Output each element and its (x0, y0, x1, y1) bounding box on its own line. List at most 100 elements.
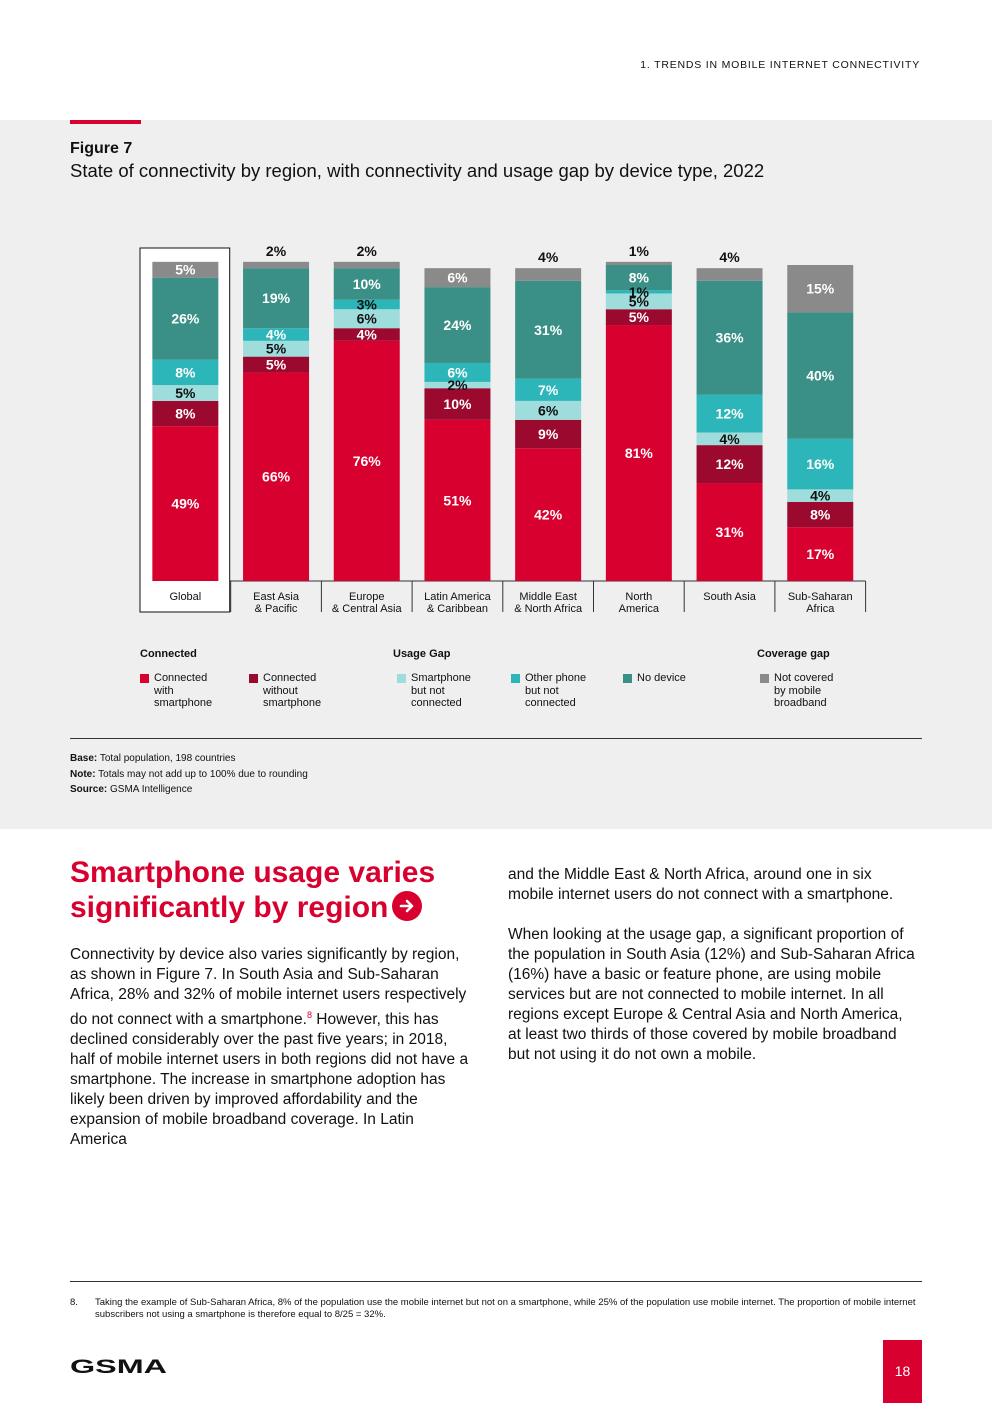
bar-segment (152, 277, 219, 360)
bar-segment (605, 309, 672, 326)
data-label: 5% (175, 385, 196, 401)
bar-segment (515, 400, 582, 420)
data-label: 4% (266, 327, 287, 343)
figure-accent-rule (70, 120, 141, 124)
data-label: 17% (806, 546, 835, 562)
bar-segment (243, 261, 310, 269)
bar-segment (152, 400, 219, 427)
bar-segment (605, 325, 672, 581)
category-label: Sub-Saharan (788, 591, 853, 603)
footnote-number: 8. (70, 1297, 78, 1308)
data-label: 7% (538, 382, 559, 398)
bar-segment (787, 438, 854, 490)
note-base-label: Base: (70, 753, 98, 764)
data-label: 19% (262, 290, 291, 306)
bar-segment (515, 268, 582, 281)
data-label: 5% (266, 357, 287, 373)
category-label: South Asia (703, 591, 756, 603)
bar-segment (333, 340, 400, 581)
data-label: 5% (175, 262, 196, 278)
bar-segment (424, 388, 491, 420)
note-note-label: Note: (70, 769, 96, 780)
bar-segment (424, 287, 491, 363)
data-label: 4% (719, 249, 740, 265)
data-label: 4% (719, 431, 740, 447)
bar-segment (333, 261, 400, 269)
legend-swatch (623, 674, 632, 683)
data-label: 51% (443, 492, 472, 508)
data-label: 66% (262, 469, 291, 485)
category-label: & Caribbean (427, 603, 488, 615)
legend-swatch (249, 674, 258, 683)
data-label: 4% (357, 327, 378, 343)
bar-segment (787, 312, 854, 439)
legend-label: Not covered by mobile broadband (774, 672, 834, 709)
bar-segment (515, 378, 582, 401)
legend-label: No device (637, 672, 686, 684)
data-label: 24% (443, 317, 472, 333)
legend-heading-coverage-gap: Coverage gap (757, 648, 830, 660)
arrow-right-icon[interactable] (392, 891, 423, 922)
bar-segment (515, 448, 582, 581)
data-label: 5% (629, 309, 650, 325)
data-label: 1% (629, 243, 650, 259)
category-label: Latin America (424, 591, 492, 603)
bar-segment (515, 280, 582, 379)
data-label: 6% (447, 270, 468, 286)
figure-number: Figure 7 (70, 140, 133, 157)
headline-line-2: significantly by region (70, 890, 490, 925)
legend-heading-connected: Connected (140, 648, 197, 660)
category-label: Global (169, 591, 201, 603)
right-paragraph-1: and the Middle East & North Africa, arou… (508, 866, 894, 903)
footnote-ref[interactable]: 8 (306, 1010, 312, 1020)
article-left-column: Connectivity by device also varies signi… (70, 945, 470, 1170)
bar-segment (696, 268, 763, 281)
bar-segment (696, 445, 763, 484)
bar-segment (152, 261, 219, 278)
bar-segment (243, 268, 310, 329)
bar-segment (605, 261, 672, 265)
data-label: 6% (538, 402, 559, 418)
data-label: 4% (538, 249, 559, 265)
bar-segment (152, 385, 219, 401)
category-label: Africa (806, 603, 835, 615)
note-base-text: Total population, 198 countries (97, 753, 236, 764)
data-label: 15% (806, 281, 835, 297)
data-label: 10% (443, 396, 472, 412)
page-number: 18 (883, 1340, 922, 1403)
bar-segment (333, 328, 400, 341)
data-label: 31% (534, 322, 563, 338)
data-label: 8% (810, 507, 831, 523)
bar-segment (333, 309, 400, 329)
headline-line-2-text: significantly by region (70, 891, 389, 924)
legend-label: Connected with smartphone (154, 672, 213, 709)
data-label: 49% (171, 496, 200, 512)
data-label: 26% (171, 311, 200, 327)
note-source: Source: GSMA Intelligence (70, 784, 192, 795)
data-label: 8% (175, 406, 196, 422)
notes-divider (70, 738, 922, 739)
bar-segment (243, 340, 310, 357)
legend-heading-usage-gap: Usage Gap (393, 648, 451, 660)
legend-label: Smartphone but not connected (411, 672, 471, 709)
data-label: 4% (810, 488, 831, 504)
bar-segment (787, 265, 854, 313)
left-paragraph: Connectivity by device also varies signi… (70, 945, 470, 1150)
category-label: & Central Asia (332, 603, 403, 615)
note-note-text: Totals may not add up to 100% due to rou… (95, 769, 308, 780)
article-right-column: and the Middle East & North Africa, arou… (508, 865, 918, 1085)
data-label: 76% (353, 453, 382, 469)
legend-swatch (511, 674, 520, 683)
headline-line-1: Smartphone usage varies (70, 856, 436, 889)
data-label: 31% (716, 524, 745, 540)
data-label: 40% (806, 368, 835, 384)
legend-swatch (760, 674, 769, 683)
data-label: 12% (716, 456, 745, 472)
logo-text: GSMA (70, 1357, 167, 1377)
bar-segment (605, 265, 672, 291)
bar-segment (243, 328, 310, 341)
data-label: 6% (447, 364, 468, 380)
bar-segment (696, 483, 763, 581)
data-label: 1% (629, 284, 650, 300)
